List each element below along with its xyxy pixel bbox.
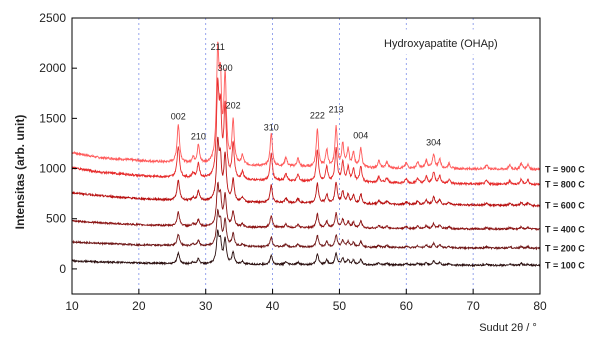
series-label: T = 600 C (545, 201, 585, 211)
peak-label: 004 (353, 130, 368, 140)
series-labels: T = 900 C T = 800 C T = 600 C T = 400 C T = … (545, 165, 585, 271)
series-label: T = 100 C (545, 260, 585, 270)
x-tick-label: 60 (400, 299, 414, 313)
peak-label: 310 (264, 122, 279, 132)
axes: 10 20 30 40 50 60 70 80 0 500 1000 1500 2000 2500 (39, 11, 547, 313)
peak-label: 213 (329, 104, 344, 114)
y-tick-label: 1500 (39, 111, 66, 125)
x-tick-label: 40 (266, 299, 280, 313)
plot-frame (71, 17, 541, 295)
peak-label: 002 (171, 111, 186, 121)
y-tick-label: 2000 (39, 61, 66, 75)
series-line (71, 136, 541, 208)
x-tick-label: 10 (65, 299, 79, 313)
grid-lines (138, 18, 474, 294)
peak-label: 222 (310, 110, 325, 120)
series-line (71, 41, 541, 172)
series-line (71, 77, 541, 187)
series-line (71, 229, 541, 268)
series-label: T = 200 C (545, 243, 585, 253)
series-label: T = 900 C (545, 165, 585, 175)
y-tick-label: 500 (46, 212, 66, 226)
x-tick-label: 30 (199, 299, 213, 313)
y-axis-label: Intensitas (arb. unit) (13, 115, 27, 230)
peak-label: 210 (191, 131, 206, 141)
y-tick-label: 0 (59, 262, 66, 276)
series-line (71, 208, 541, 251)
series-label: T = 400 C (545, 224, 585, 234)
peak-label: 211 (211, 42, 225, 52)
peak-label: 202 (226, 100, 241, 110)
y-tick-label: 2500 (39, 11, 66, 25)
x-axis-label: Sudut 2θ / ° (479, 322, 537, 334)
legend-box: Hydroxyapatite (OHAp) (375, 29, 509, 55)
series-line (71, 181, 541, 232)
peak-label: 300 (218, 63, 233, 73)
x-tick-label: 20 (132, 299, 146, 313)
x-tick-label: 80 (533, 299, 547, 313)
series-label: T = 800 C (545, 180, 585, 190)
peak-labels: 002 210 211 300 202 310 222 213 004 304 (171, 42, 441, 147)
x-tick-label: 70 (466, 299, 480, 313)
x-tick-label: 50 (333, 299, 347, 313)
series-lines (71, 41, 541, 268)
peak-label: 304 (426, 137, 441, 147)
chart-title: Hydroxyapatite (OHAp) (384, 38, 498, 50)
y-tick-label: 1000 (39, 162, 66, 176)
